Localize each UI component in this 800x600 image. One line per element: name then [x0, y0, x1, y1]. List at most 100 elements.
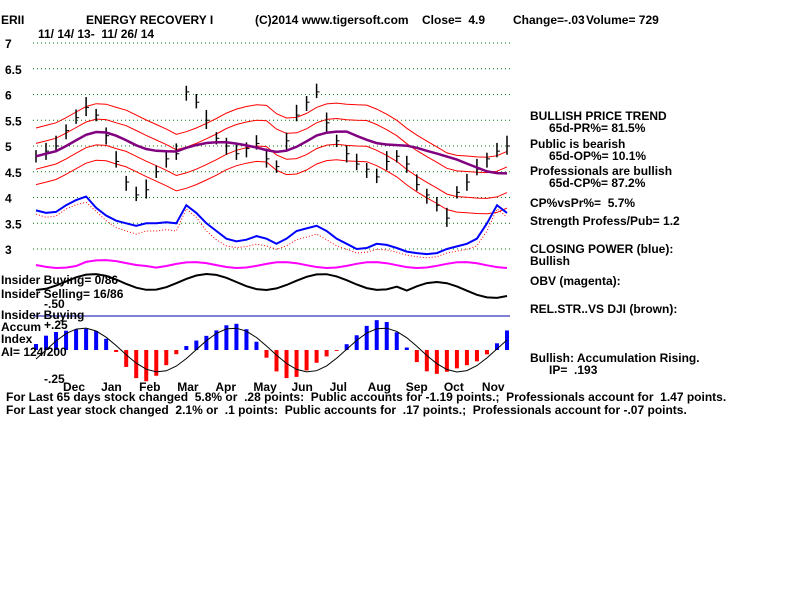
accum-bar: [274, 350, 279, 372]
volume-value: Volume= 729: [586, 13, 659, 27]
accum-bar: [314, 350, 319, 363]
x-tick-label: Apr: [215, 380, 236, 394]
accum-bar: [184, 345, 189, 350]
closing-power-line: [35, 195, 508, 256]
accum-bar: [154, 350, 159, 376]
closing-power-label: CLOSING POWER (blue):: [530, 242, 674, 256]
y-tick-label: 3.5: [5, 217, 22, 231]
accum-bar: [194, 340, 199, 350]
accum-bar: [474, 350, 479, 362]
accum-signal-line: [35, 327, 508, 373]
accum-status: Bullish: Accumulation Rising.: [530, 351, 700, 365]
accum-bar: [384, 322, 389, 350]
insider-buying-label-2: Insider Buying: [1, 308, 85, 322]
upper-band-outer: [35, 102, 508, 158]
obv-label: OBV (magenta):: [530, 274, 621, 288]
relstr-label: REL.STR..VS DJI (brown):: [530, 302, 678, 316]
x-tick-label: Jul: [330, 380, 347, 394]
x-tick-label: Mar: [177, 380, 199, 394]
accum-bar: [394, 332, 399, 350]
x-tick-label: Jun: [292, 380, 313, 394]
accum-bar: [34, 344, 38, 350]
accum-bar: [294, 350, 299, 377]
accum-bar: [44, 335, 49, 350]
accum-bar: [114, 350, 119, 352]
accum-bar: [214, 330, 219, 350]
accum-bar: [204, 335, 209, 350]
accum-bar: [64, 330, 69, 350]
company-name: ENERGY RECOVERY I: [86, 13, 214, 27]
x-tick-label: Dec: [63, 380, 85, 394]
accum-bar: [364, 325, 369, 350]
cpvspr-value: CP%vsPr%= 5.7%: [530, 196, 636, 210]
footer-line-65d: For Last 65 days stock changed 5.8% or .…: [6, 390, 727, 404]
pros-title: Professionals are bullish: [530, 164, 673, 178]
accum-bar: [374, 320, 379, 350]
ai-label: AI= 124/200: [1, 345, 67, 359]
accum-bar: [324, 350, 329, 357]
y-tick-label: 7: [5, 37, 12, 51]
closing-power-status: Bullish: [530, 254, 571, 268]
x-tick-label: Jan: [101, 380, 122, 394]
accum-bar: [344, 344, 349, 350]
minus-50-label: -.50: [44, 297, 65, 311]
accum-bar: [454, 350, 459, 369]
insider-line: [35, 272, 508, 299]
x-tick-label: Aug: [368, 380, 391, 394]
price-bars: [35, 83, 510, 227]
pr-value: 65d-PR%= 81.5%: [549, 121, 646, 135]
accum-bar: [414, 350, 419, 363]
plus-25-label: +.25: [44, 318, 68, 332]
price-axis-labels: 7 6.5 6 5.5 5 4.5 4 3.5 3: [5, 37, 22, 257]
accum-bar: [244, 329, 249, 350]
price-gridlines: [33, 42, 510, 250]
accum-bar: [124, 350, 129, 367]
accum-bar: [84, 328, 89, 350]
accum-bar: [134, 350, 139, 379]
accum-bar: [104, 338, 109, 350]
x-tick-label: Nov: [482, 380, 505, 394]
accum-bar: [334, 350, 339, 351]
footer-line-year: For Last year stock changed 2.1% or .1 p…: [6, 403, 687, 417]
indicator-lines: [35, 130, 508, 299]
upper-band-inner: [35, 117, 508, 174]
accum-bar: [174, 350, 179, 355]
ip-value: IP= .193: [549, 363, 598, 377]
x-tick-label: Sep: [406, 380, 428, 394]
accum-bar: [254, 341, 259, 350]
accum-bar: [144, 350, 149, 382]
ticker-label: ERII: [1, 13, 25, 27]
y-tick-label: 4.5: [5, 166, 22, 180]
x-tick-label: Feb: [139, 380, 160, 394]
accum-bar: [284, 350, 289, 379]
date-range: 11/ 14/ 13- 11/ 26/ 14: [38, 27, 155, 41]
accum-bar: [434, 350, 439, 374]
close-value: Close= 4.9: [422, 13, 486, 27]
lower-band-outer: [35, 159, 508, 215]
accum-bar: [304, 350, 309, 371]
accum-bar: [94, 331, 99, 350]
accum-bar: [444, 350, 449, 372]
accum-bar: [234, 323, 239, 350]
accum-bar: [74, 329, 79, 350]
strength-value: Strength Profess/Pub= 1.2: [530, 214, 680, 228]
index-label: Index: [1, 332, 33, 346]
accum-label: Accum: [1, 320, 42, 334]
y-tick-label: 4: [5, 192, 12, 206]
accum-bar: [424, 350, 429, 372]
relstr-line: [35, 130, 508, 175]
accum-bar: [264, 350, 269, 358]
y-tick-label: 3: [5, 243, 12, 257]
cp-value: 65d-CP%= 87.2%: [549, 176, 646, 190]
x-tick-label: May: [253, 380, 277, 394]
month-axis-labels: Dec Jan Feb Mar Apr May Jun Jul Aug Sep Oct Nov: [63, 380, 505, 394]
trend-title: BULLISH PRICE TREND: [530, 109, 667, 123]
x-tick-label: Oct: [444, 380, 464, 394]
y-tick-label: 6.5: [5, 63, 22, 77]
accum-bar: [484, 350, 489, 355]
minus-25-label: -.25: [44, 372, 65, 386]
accum-bar: [464, 350, 469, 366]
y-tick-label: 5.5: [5, 114, 22, 128]
obv-line: [35, 259, 508, 270]
